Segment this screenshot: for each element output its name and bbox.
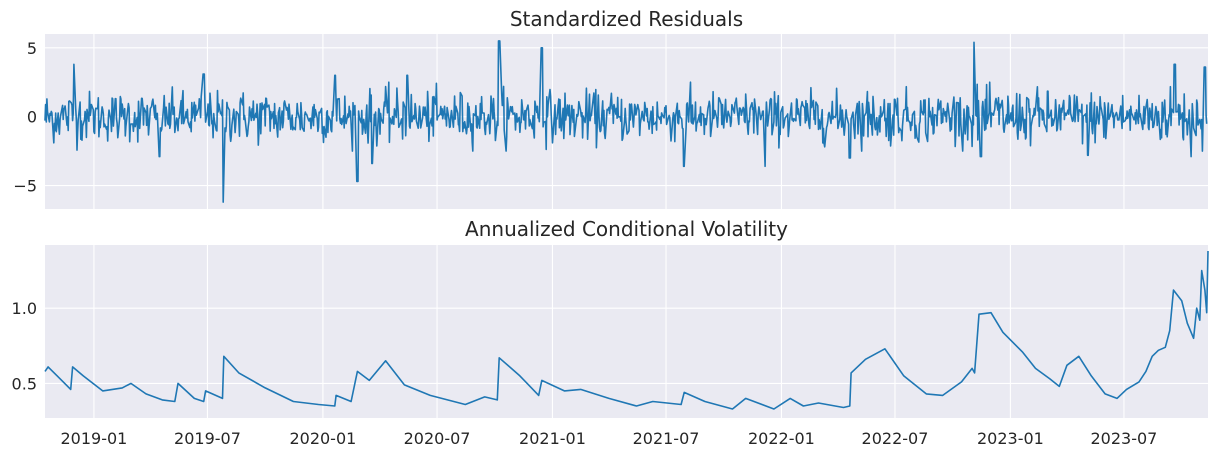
volatility-x-tick-labels: 2019-01 2019-07 2020-01 2020-07 2021-01 2021-… xyxy=(60,429,1157,448)
x-tick-label: 2021-01 xyxy=(519,429,586,448)
residuals-y-tick-label: 0 xyxy=(27,108,37,127)
residuals-y-tick-label: −5 xyxy=(13,177,37,196)
volatility-plot-area xyxy=(45,245,1208,418)
residuals-y-tick-label: 5 xyxy=(27,39,37,58)
residuals-series-line xyxy=(44,40,1208,203)
x-tick-label: 2023-07 xyxy=(1091,429,1158,448)
residuals-title: Standardized Residuals xyxy=(510,7,743,31)
volatility-y-tick-label: 0.5 xyxy=(12,374,37,393)
x-tick-label: 2020-01 xyxy=(289,429,356,448)
x-tick-label: 2023-01 xyxy=(977,429,1044,448)
x-tick-label: 2022-07 xyxy=(862,429,929,448)
x-tick-label: 2021-07 xyxy=(633,429,700,448)
x-tick-label: 2020-07 xyxy=(404,429,471,448)
x-tick-label: 2019-01 xyxy=(60,429,127,448)
volatility-grid xyxy=(45,245,1208,418)
volatility-title: Annualized Conditional Volatility xyxy=(465,217,788,241)
residuals-y-tick-labels: −5 0 5 xyxy=(13,39,37,196)
volatility-y-tick-label: 1.0 xyxy=(12,299,37,318)
x-tick-label: 2019-07 xyxy=(174,429,241,448)
volatility-y-tick-labels: 0.5 1.0 xyxy=(12,299,37,393)
volatility-series-line xyxy=(44,250,1209,410)
x-tick-label: 2022-01 xyxy=(748,429,815,448)
